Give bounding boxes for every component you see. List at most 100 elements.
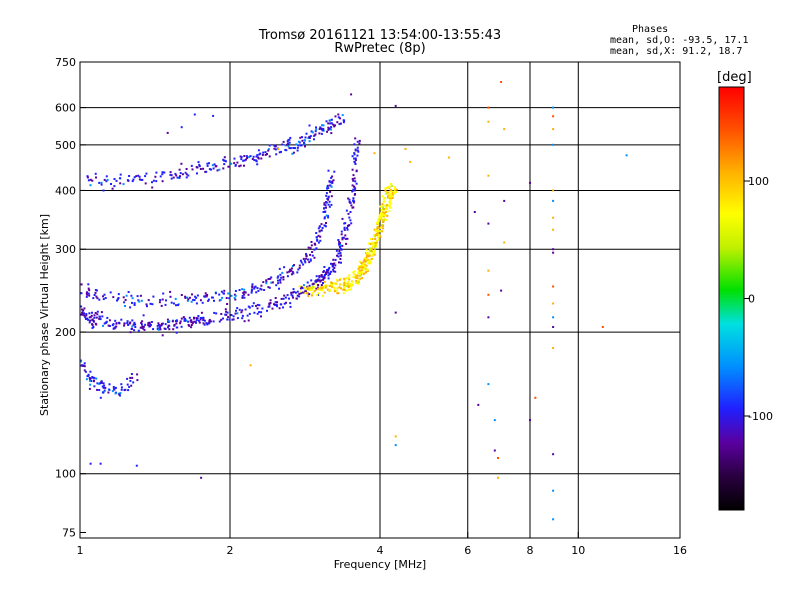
echo-point <box>362 268 365 271</box>
echo-point <box>387 191 390 194</box>
echo-point <box>83 307 86 310</box>
echo-point <box>552 216 555 219</box>
echo-point <box>98 315 101 318</box>
echo-point <box>330 270 332 273</box>
echo-point <box>113 178 116 180</box>
echo-point <box>282 276 285 278</box>
echo-point <box>119 173 122 176</box>
echo-point <box>318 276 321 279</box>
echo-point <box>328 200 331 203</box>
echo-point <box>170 174 173 177</box>
echo-point <box>172 328 175 331</box>
echo-point <box>206 322 209 325</box>
echo-point <box>317 241 320 244</box>
echo-point <box>371 253 374 256</box>
echo-point <box>373 250 376 253</box>
echo-point <box>286 143 288 146</box>
echo-point <box>115 325 118 328</box>
echo-point <box>133 329 136 332</box>
echo-point <box>382 215 385 218</box>
echo-point <box>102 391 105 394</box>
echo-point <box>233 293 236 296</box>
echo-point <box>336 287 339 290</box>
echo-point <box>354 187 357 190</box>
echo-point <box>125 294 128 297</box>
echo-point <box>309 135 312 138</box>
echo-point <box>158 301 161 304</box>
echo-point <box>190 300 193 303</box>
echo-point <box>300 261 303 264</box>
echo-point <box>351 184 354 187</box>
echo-point <box>348 216 351 219</box>
echo-point <box>168 320 171 323</box>
echo-point <box>131 301 133 304</box>
echo-point <box>138 175 141 178</box>
echo-point <box>95 377 98 380</box>
echo-point <box>259 152 262 155</box>
echo-point <box>325 206 327 209</box>
echo-point <box>112 296 115 299</box>
x-axis-label: Frequency [MHz] <box>334 558 426 571</box>
echo-point <box>291 265 294 267</box>
echo-point <box>223 159 226 162</box>
echo-point <box>193 320 196 323</box>
echo-point <box>259 287 262 290</box>
echo-point <box>552 302 555 305</box>
x-tick-label: 10 <box>571 544 585 557</box>
echo-point <box>373 249 376 252</box>
echo-point <box>323 274 326 276</box>
echo-point <box>335 249 338 252</box>
echo-point <box>329 122 332 125</box>
echo-point <box>379 205 382 208</box>
echo-point <box>290 293 293 296</box>
echo-point <box>287 139 290 142</box>
echo-point <box>140 321 143 324</box>
echo-point <box>130 294 133 297</box>
echo-point <box>134 326 137 328</box>
echo-point <box>105 320 108 323</box>
echo-point <box>310 288 313 291</box>
echo-point <box>333 170 336 173</box>
echo-point <box>170 177 173 180</box>
echo-point <box>296 294 299 297</box>
echo-point <box>356 149 359 152</box>
echo-point <box>308 284 311 287</box>
echo-point <box>327 122 330 125</box>
echo-point <box>127 291 130 293</box>
echo-point <box>195 317 198 319</box>
echo-point <box>304 136 307 139</box>
echo-point <box>343 287 346 290</box>
echo-point <box>374 242 377 244</box>
echo-point <box>337 116 340 119</box>
echo-point <box>365 264 368 267</box>
echo-point <box>311 292 314 295</box>
echo-point <box>352 197 355 200</box>
echo-point <box>214 292 217 295</box>
echo-point <box>552 199 555 202</box>
echo-point <box>357 282 360 285</box>
echo-point <box>209 320 212 323</box>
echo-point <box>92 297 95 300</box>
colorbar-tick-label: 0 <box>748 293 755 306</box>
echo-point <box>95 316 98 319</box>
echo-point <box>325 201 328 203</box>
echo-point <box>85 378 88 381</box>
echo-point <box>91 376 94 379</box>
echo-point <box>99 396 102 399</box>
echo-point <box>372 241 375 244</box>
echo-point <box>257 289 260 292</box>
echo-point <box>377 223 380 226</box>
echo-point <box>353 143 356 146</box>
echo-point <box>80 305 83 308</box>
echo-point <box>193 299 196 302</box>
echo-point <box>241 309 244 312</box>
echo-point <box>202 322 205 325</box>
echo-point <box>283 294 286 297</box>
echo-point <box>189 319 192 322</box>
echo-point <box>248 156 251 159</box>
echo-point <box>343 285 346 288</box>
echo-point <box>85 318 87 320</box>
echo-point <box>165 299 167 302</box>
echo-point <box>87 283 90 286</box>
echo-point <box>552 248 555 251</box>
